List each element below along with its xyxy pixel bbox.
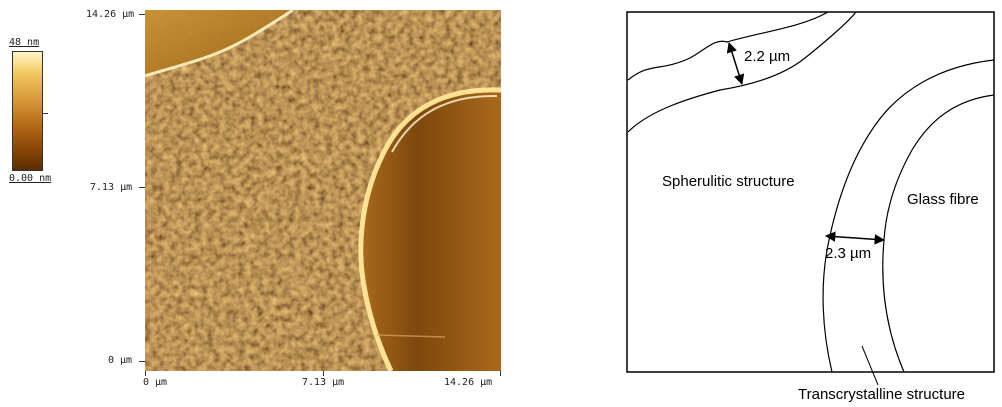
x-tick-mark-mid [323,371,324,376]
thickness-arrow-top [726,41,745,86]
x-tick-mark-left [145,371,146,376]
thickness-label-bottom: 2.3 µm [825,245,872,262]
y-tick-mark-top [139,14,145,15]
upper-boundary-top [627,11,829,81]
transcrystalline-label: Transcrystalline structure [798,386,965,403]
x-tick-label-left: 0 µm [143,377,168,388]
y-tick-label-top: 14.26 µm [86,9,135,20]
fibre-edge [882,94,995,373]
x-tick-mark-right [500,371,501,376]
spherulitic-label: Spherulitic structure [662,173,795,190]
afm-height-image [145,10,501,371]
scale-max-label: 48 nm [9,37,40,48]
scale-min-label: 0.00 nm [9,173,52,184]
transcrystalline-outer-edge [822,59,995,373]
upper-boundary-bottom [627,11,857,133]
y-tick-label-mid: 7.13 µm [90,182,133,193]
y-tick-label-bottom: 0 µm [108,355,133,366]
thickness-arrow-bottom [824,231,886,245]
schematic-frame [626,11,995,373]
transcrystalline-leader [861,345,879,386]
y-tick-mark-mid [139,187,145,188]
thickness-label-top: 2.2 µm [744,48,791,65]
y-tick-mark-bottom [139,361,145,362]
x-tick-label-right: 14.26 µm [444,377,493,388]
height-color-scale [12,51,43,171]
glass-fibre-label: Glass fibre [907,191,979,208]
scale-mid-tick [42,113,48,114]
x-tick-label-mid: 7.13 µm [302,377,345,388]
